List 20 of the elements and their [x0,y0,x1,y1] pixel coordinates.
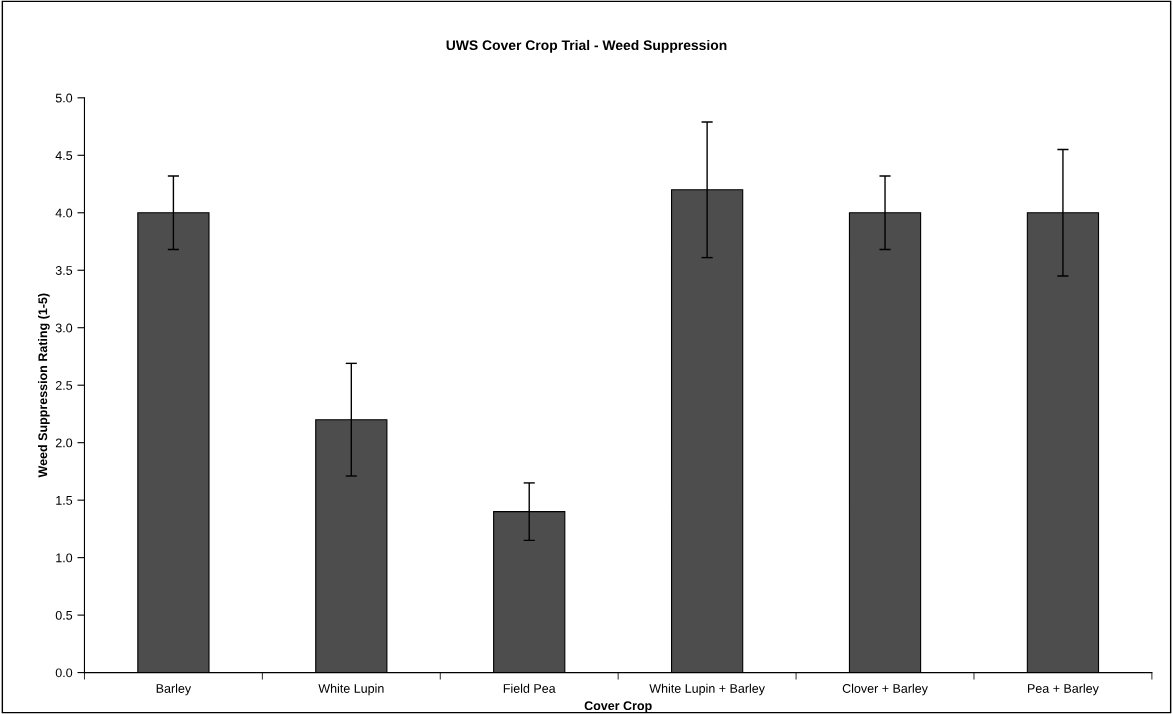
x-tick-label: White Lupin + Barley [649,683,765,696]
x-tick-label: Pea + Barley [1028,683,1099,696]
y-tick-label: 2.0 [55,438,73,448]
y-tick-label: 0.5 [55,610,73,620]
y-tick-label: 2.5 [55,381,73,390]
y-tick-label: 1.5 [56,496,73,505]
x-tick-label: White Lupin [318,683,384,696]
x-tick-label: Clover + Barley [842,683,928,696]
x-tick-label: Barley [156,683,192,696]
x-axis-title: Cover Crop [584,701,652,713]
chart-title: UWS Cover Crop Trial - Weed Suppression [446,39,727,53]
y-tick-label: 4.5 [55,151,73,160]
y-tick-label: 3.5 [55,266,73,275]
x-tick-label: Field Pea [503,683,556,693]
y-tick-label: 3.0 [55,323,73,333]
y-axis-title: Weed Suppression Rating (1-5) [38,293,50,478]
y-tick-label: 1.0 [56,553,73,563]
y-tick-label: 0.0 [55,668,73,678]
y-tick-label: 4.0 [55,208,73,218]
y-tick-label: 5.0 [55,93,73,103]
